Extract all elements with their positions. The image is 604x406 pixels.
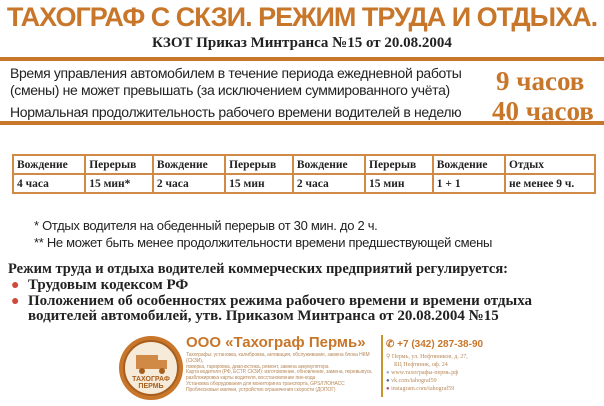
regulation-item-cont: водителей автомобилей, утв. Приказом Мин… (28, 308, 499, 324)
svg-text:ТАХОГРАФ: ТАХОГРАФ (132, 376, 170, 383)
table-cell: 15 мин (364, 173, 434, 194)
table-header: Отдых (503, 154, 597, 175)
service-line: Тахографы: установка, калибровка, актива… (186, 352, 370, 364)
phone-icon: ✆ (386, 339, 395, 350)
regulation-item: Трудовым кодексом РФ (28, 277, 189, 293)
vk-link[interactable]: vk.com/tahograf59 (391, 378, 437, 384)
globe-icon: ● (386, 370, 390, 376)
svg-text:ПЕРМЬ: ПЕРМЬ (138, 383, 163, 390)
table-cell: 4 часа (11, 173, 87, 194)
table-header: Вождение (431, 154, 506, 175)
company-name: ООО «Тахограф Пермь» (186, 334, 366, 351)
address: Пермь, ул. Нефтяников, д. 27, (391, 354, 468, 360)
vk-icon: ● (386, 378, 390, 384)
table-header: Вождение (151, 154, 227, 175)
table-header: Перерыв (224, 154, 294, 175)
service-line: поверка, тарировка, диагностика, ремонт,… (186, 363, 329, 370)
table-cell: не менее 9 ч. (503, 173, 597, 194)
regulation-heading: Режим труда и отдыха водителей коммерчес… (8, 261, 509, 277)
table-cell: 1 + 1 (431, 173, 506, 194)
footnote: ** Не может быть менее продолжительности… (34, 235, 493, 250)
divider (381, 335, 383, 397)
service-line: Карта водителя (РФ, ЕСТР, СКЗИ): изготов… (186, 369, 373, 376)
instagram-icon: ● (386, 386, 390, 392)
phone: +7 (342) 287-38-90 (397, 339, 484, 350)
schedule-table: Вождение Перерыв Вождение Перерыв Вожден… (11, 154, 597, 194)
regulation-item: Положением об особенностях режима рабоче… (28, 293, 533, 309)
rule-1-line1: Время управления автомобилем в течение п… (10, 65, 462, 81)
bullet-icon: ● (11, 294, 20, 309)
table-header: Перерыв (364, 154, 434, 175)
bullet-icon: ● (11, 278, 20, 293)
table-header: Вождение (11, 154, 87, 175)
table-cell: 2 часа (291, 173, 367, 194)
table-header: Перерыв (84, 154, 154, 175)
divider (0, 121, 604, 125)
table-cell: 15 мин (224, 173, 294, 194)
table-header: Вождение (291, 154, 367, 175)
instagram-link[interactable]: instagram.com/tahograf59 (391, 386, 455, 392)
service-line: Установка оборудования для мониторинга т… (186, 380, 345, 387)
service-line: Проблесковые маячки, устройство ограниче… (186, 386, 336, 393)
table-row: 4 часа 15 мин* 2 часа 15 мин 2 часа 15 м… (11, 173, 597, 194)
table-cell: 15 мин* (84, 173, 154, 194)
address-2: БЦ Нефтяник, оф. 24 (394, 362, 448, 368)
location-icon: ⚲ (386, 354, 391, 360)
footnote: * Отдых водителя на обеденный перерыв от… (34, 218, 378, 233)
service-line: разблокировка карты водителя, восстановл… (186, 375, 316, 382)
rule-1-value: 9 часов (496, 66, 585, 96)
divider (0, 57, 604, 61)
website-link[interactable]: www.тахографы-пермь.рф (391, 370, 459, 376)
table-cell: 2 часа (151, 173, 227, 194)
rule-1-line2: (смены) не может превышать (за исключени… (10, 82, 450, 98)
page-subtitle: КЗОТ Приказ Минтранса №15 от 20.08.2004 (152, 35, 452, 51)
company-logo: ТАХОГРАФ ПЕРМЬ (118, 335, 184, 401)
page-title: ТАХОГРАФ С СКЗИ. РЕЖИМ ТРУДА И ОТДЫХА. (6, 2, 598, 32)
table-header-row: Вождение Перерыв Вождение Перерыв Вожден… (11, 154, 597, 175)
rule-2-text: Нормальная продолжительность рабочего вр… (10, 104, 462, 120)
